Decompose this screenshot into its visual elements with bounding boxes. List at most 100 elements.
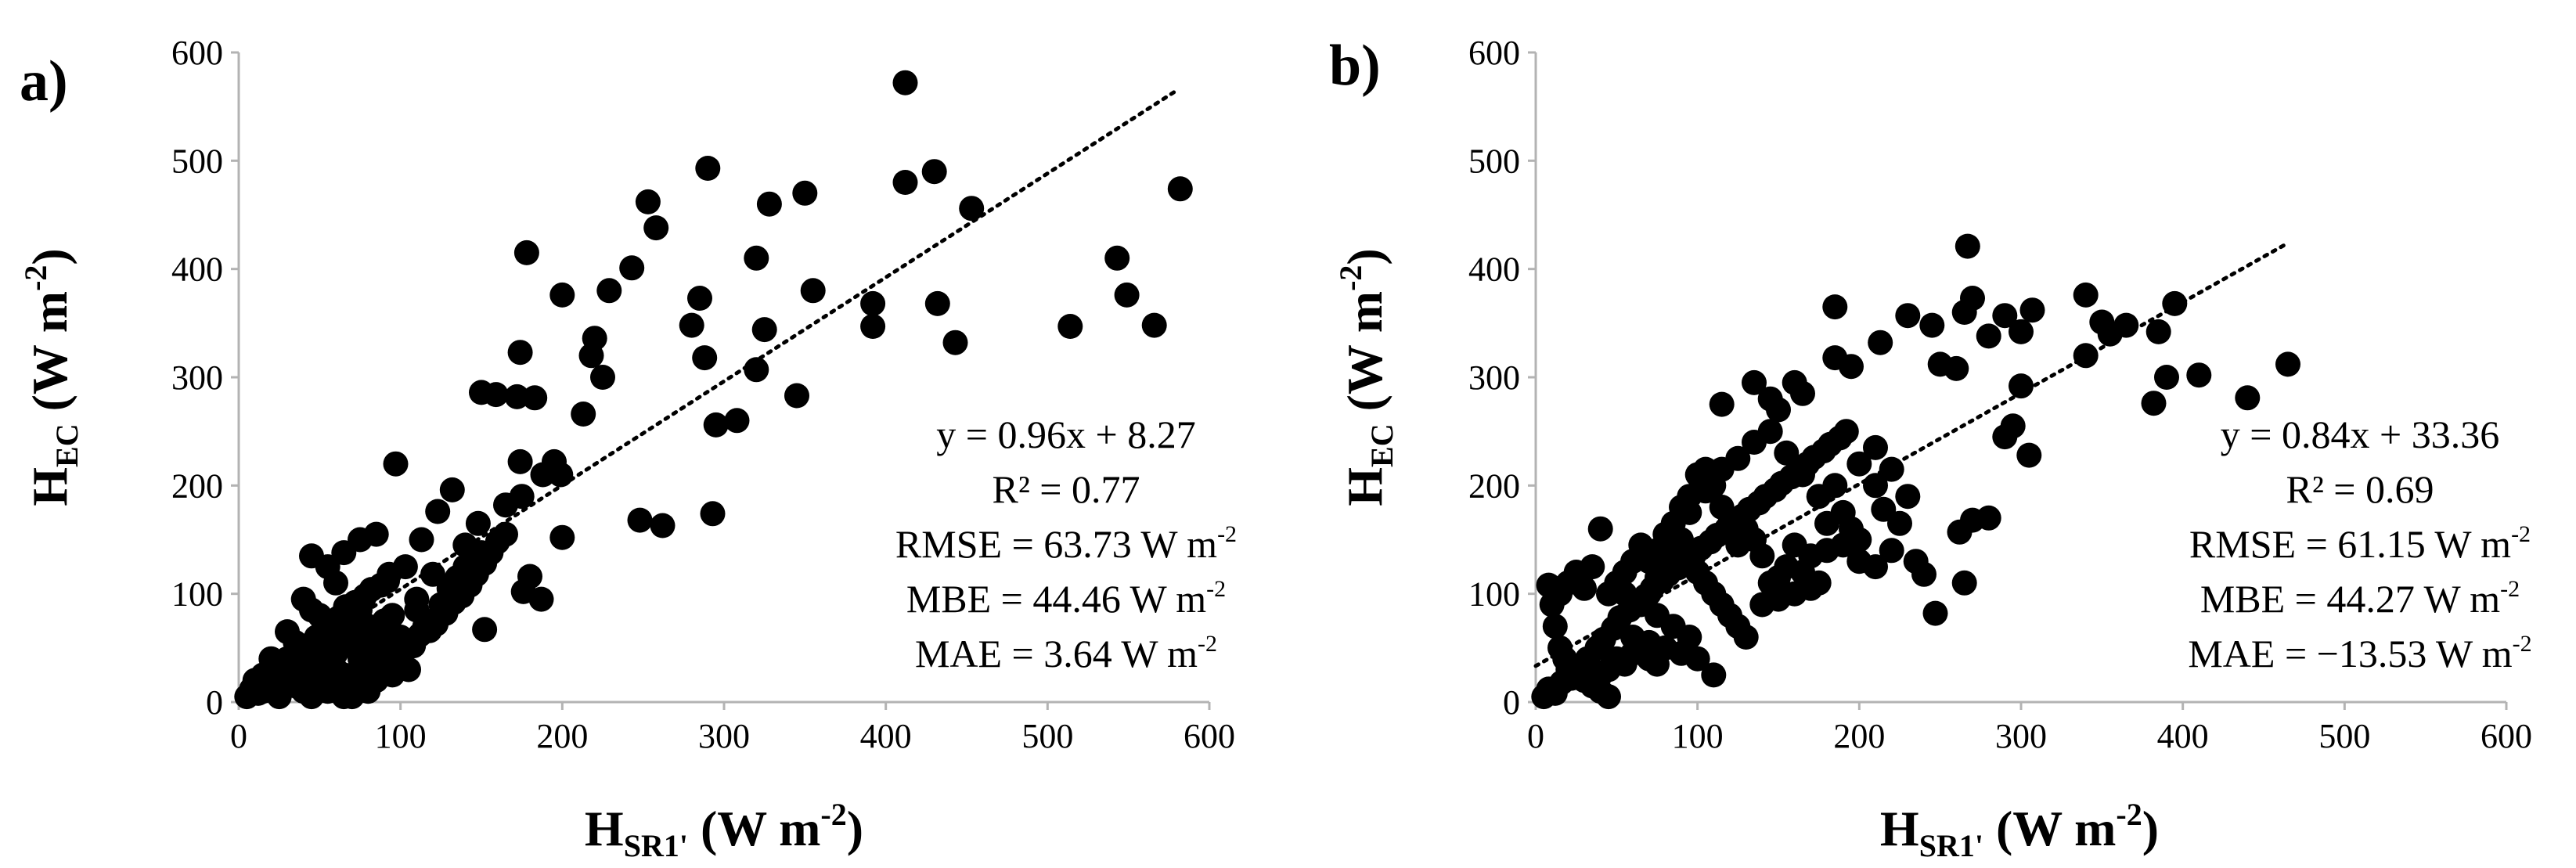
x-tick-label: 500 (1021, 717, 1073, 755)
data-point (1951, 570, 1977, 596)
stat-text: MAE = 3.64 W m (915, 632, 1198, 675)
y-axis-title: HEC (W m-2) (18, 248, 85, 506)
data-point (1612, 581, 1637, 607)
data-point (695, 156, 721, 181)
x-axis-title-units: (W m (1983, 801, 2116, 856)
data-point (679, 312, 704, 338)
trendline (1533, 241, 2290, 668)
data-point (1677, 499, 1702, 525)
data-point (1693, 478, 1718, 504)
stat-superscript: -2 (2513, 631, 2532, 657)
x-axis-title-superscript: -2 (820, 797, 846, 832)
y-axis-title-subscript: EC (49, 423, 85, 467)
stat-superscript: -2 (2511, 521, 2531, 547)
stat-superscript: -2 (2500, 576, 2520, 602)
data-point (299, 543, 324, 569)
y-tick-label: 400 (171, 250, 223, 289)
data-point (784, 383, 809, 409)
y-tick-label: 100 (1468, 575, 1520, 614)
stat-text: MBE = 44.27 W m (2200, 577, 2500, 621)
data-point (700, 501, 726, 527)
data-point (703, 412, 729, 438)
y-axis-title: HEC (W m-2) (1333, 248, 1400, 506)
data-point (530, 462, 556, 488)
data-point (724, 408, 750, 434)
data-point (2009, 319, 2034, 344)
x-axis-title: HSR1' (W m-2) (1880, 797, 2159, 863)
x-axis-title-close: ) (2142, 801, 2159, 856)
data-point (1701, 662, 1727, 688)
x-tick-label: 300 (1995, 717, 2047, 755)
x-axis-title: HSR1' (W m-2) (585, 797, 863, 863)
stat-text: RMSE = 63.73 W m (895, 522, 1217, 566)
stat-line: RMSE = 61.15 W m-2 (2189, 521, 2531, 566)
data-point (892, 70, 918, 95)
stat-text: RMSE = 61.15 W m (2189, 522, 2511, 566)
data-point (1992, 424, 2018, 450)
data-point (1922, 600, 1948, 626)
data-point (1798, 575, 1824, 601)
data-point (2019, 297, 2045, 323)
data-point (1742, 430, 1767, 455)
data-point (485, 529, 510, 555)
stat-line: MBE = 44.46 W m-2 (906, 576, 1226, 621)
data-point (548, 462, 574, 488)
data-point (1839, 354, 1864, 380)
stat-line: MAE = −13.53 W m-2 (2188, 631, 2531, 675)
data-point (1684, 646, 1710, 672)
data-point (2016, 442, 2042, 468)
stat-text: MAE = −13.53 W m (2188, 632, 2512, 675)
stat-line: MAE = 3.64 W m-2 (915, 631, 1217, 675)
stat-line: y = 0.84x + 33.36 (2221, 412, 2499, 456)
data-point (420, 561, 445, 587)
data-point (1976, 323, 2001, 349)
data-point (375, 568, 401, 594)
x-axis-title-superscript: -2 (2116, 797, 2142, 832)
stat-text: y = 0.96x + 8.27 (936, 412, 1195, 456)
data-point (1709, 391, 1735, 417)
x-tick-label: 400 (2157, 717, 2209, 755)
data-point (643, 215, 669, 241)
data-point (507, 448, 533, 474)
x-tick-label: 100 (1672, 717, 1724, 755)
y-axis-title-units: (W m (1337, 291, 1392, 423)
data-point (751, 317, 777, 343)
x-tick-label: 600 (1184, 717, 1235, 755)
data-point (792, 180, 818, 206)
data-point (1955, 233, 1980, 259)
data-point (1587, 516, 1613, 542)
data-point (1141, 312, 1167, 338)
data-point (942, 330, 968, 355)
data-point (1830, 532, 1856, 558)
data-point (2186, 362, 2212, 388)
data-point (1539, 592, 1565, 618)
data-point (528, 586, 554, 612)
stat-superscript: -2 (1206, 576, 1226, 602)
data-point (1782, 532, 1807, 558)
data-point (483, 382, 509, 408)
data-point (1863, 434, 1888, 460)
data-point (892, 170, 918, 195)
data-point (1114, 282, 1140, 308)
data-point (1709, 456, 1735, 482)
x-axis-title-subscript: SR1' (1919, 828, 1983, 863)
data-point (1887, 510, 1912, 536)
data-point (1944, 355, 1969, 381)
data-point (1596, 684, 1621, 710)
stat-superscript: -2 (1217, 521, 1237, 547)
data-point (959, 196, 985, 222)
data-point (387, 651, 413, 677)
data-point (596, 278, 622, 304)
y-axis-title-close: ) (1337, 248, 1392, 265)
data-point (1903, 549, 1929, 574)
data-point (1104, 245, 1130, 271)
data-point (650, 513, 676, 538)
data-point (383, 451, 409, 477)
y-tick-label: 500 (171, 142, 223, 180)
data-point (425, 499, 451, 524)
stat-text: R² = 0.69 (2286, 467, 2434, 511)
data-point (1790, 380, 1815, 406)
y-axis-title-subscript: EC (1364, 423, 1400, 467)
y-tick-label: 200 (171, 466, 223, 505)
